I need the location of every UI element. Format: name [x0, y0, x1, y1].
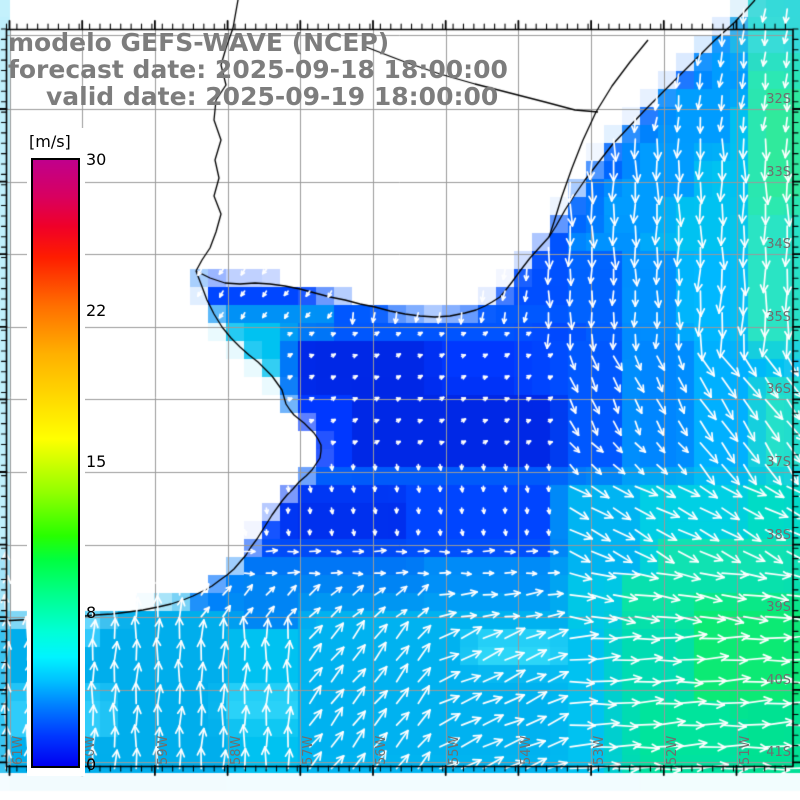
lon-tick-label: 51W: [737, 735, 753, 765]
lon-tick-label: 61W: [10, 735, 26, 765]
valid-date-line: valid date: 2025-09-19 18:00:00: [46, 82, 499, 111]
lon-tick-label: 53W: [592, 735, 608, 765]
model-title: modelo GEFS-WAVE (NCEP): [8, 28, 390, 57]
lon-tick-label: 58W: [228, 735, 244, 765]
colorbar-tick-label: 0: [86, 755, 97, 774]
colorbar: [m/s]: [27, 128, 85, 776]
lon-tick-label: 55W: [446, 735, 462, 765]
forecast-date-line: forecast date: 2025-09-18 18:00:00: [8, 55, 508, 84]
lat-tick-label: 35S: [766, 309, 791, 325]
lat-tick-label: 39S: [766, 600, 791, 616]
lat-tick-label: 32S: [766, 92, 791, 107]
lat-tick-label: 40S: [766, 672, 791, 688]
lon-tick-label: 59W: [155, 735, 171, 765]
lat-tick-label: 34S: [766, 237, 791, 253]
colorbar-tick-label: 30: [86, 150, 107, 169]
lon-tick-label: 52W: [664, 735, 680, 765]
lon-tick-label: 57W: [301, 735, 317, 765]
colorbar-unit-label: [m/s]: [29, 132, 71, 151]
colorbar-gradient: [31, 158, 80, 768]
colorbar-tick-label: 22: [86, 301, 107, 320]
lat-tick-label: 33S: [766, 164, 791, 180]
colorbar-tick-label: 15: [86, 452, 107, 471]
colorbar-tick-label: 8: [86, 603, 97, 622]
lat-tick-label: 41S: [766, 745, 791, 761]
lon-tick-label: 56W: [374, 735, 389, 765]
lon-tick-label: 54W: [519, 735, 535, 765]
lat-tick-label: 37S: [766, 455, 791, 470]
lat-tick-label: 38S: [766, 527, 791, 543]
lat-tick-label: 36S: [766, 382, 791, 398]
